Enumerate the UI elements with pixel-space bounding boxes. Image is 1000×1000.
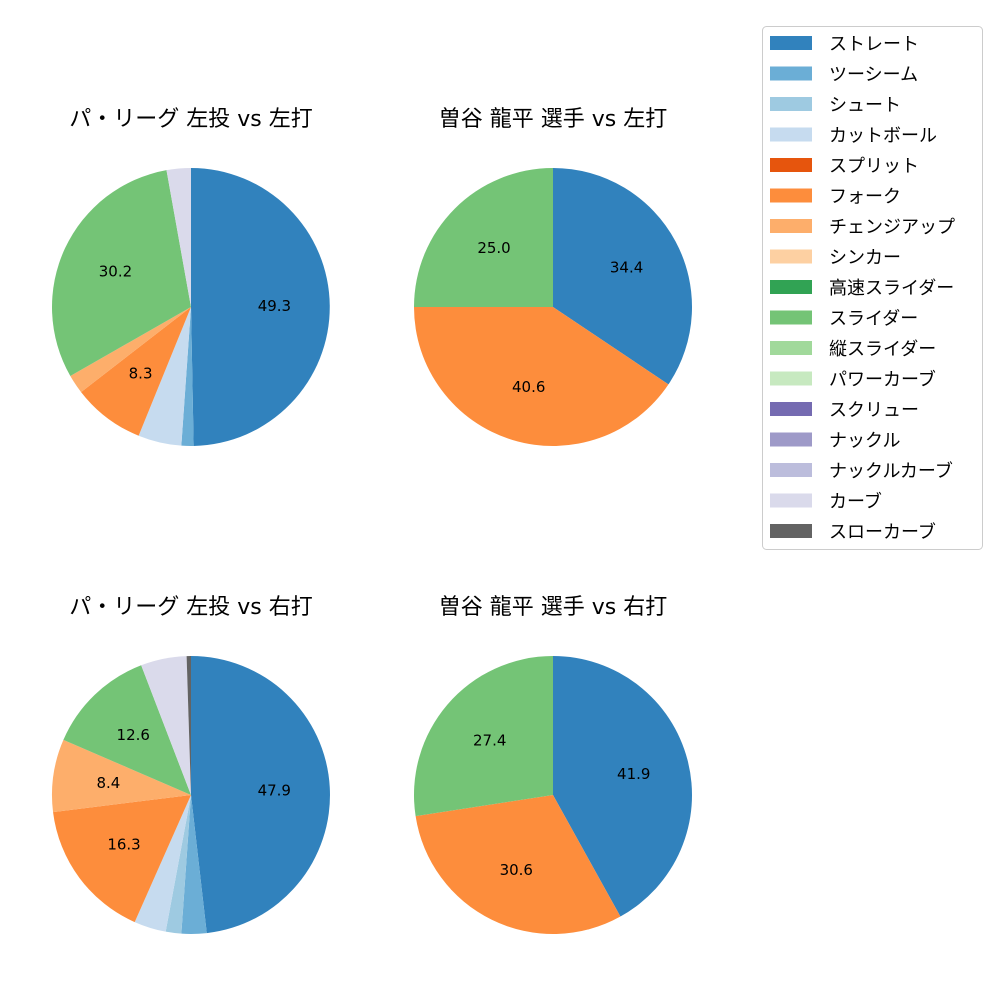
legend-label: スライダー xyxy=(829,309,918,330)
pie-slice-スライダー xyxy=(63,665,191,795)
legend-item: ナックル xyxy=(770,431,900,452)
slice-percent-label: 8.3 xyxy=(129,364,153,382)
legend-item: 高速スライダー xyxy=(770,278,954,299)
slice-percent-label: 16.3 xyxy=(107,836,140,854)
pie-slice-フォーク xyxy=(415,795,621,935)
legend-item: シンカー xyxy=(770,248,901,269)
legend-item: ツーシーム xyxy=(770,65,918,86)
legend-swatch xyxy=(770,524,812,538)
pie-slice-フォーク xyxy=(53,795,191,923)
legend-label: フォーク xyxy=(829,187,901,208)
slice-percent-label: 41.9 xyxy=(617,765,650,783)
pie-slice-ストレート xyxy=(553,168,693,385)
legend-swatch xyxy=(770,493,812,508)
legend-item: シュート xyxy=(770,95,901,116)
slice-percent-label: 8.4 xyxy=(97,774,121,792)
pie-slice-カットボール xyxy=(138,307,191,446)
legend-item: ナックルカーブ xyxy=(770,460,953,482)
pie-slice-スライダー xyxy=(414,168,553,307)
legend-label: カーブ xyxy=(829,491,882,513)
legend-item: スプリット xyxy=(770,156,919,177)
chart-title: パ・リーグ 左投 vs 左打 xyxy=(69,107,312,132)
pie-slice-カットボール xyxy=(134,795,191,932)
legend-label: 高速スライダー xyxy=(829,278,954,299)
pie-chart-1: パ・リーグ 左投 vs 左打 49.3 8.3 30.2 xyxy=(52,107,330,446)
legend-swatch xyxy=(770,66,812,81)
legend-label: スクリュー xyxy=(829,400,919,421)
legend-frame xyxy=(762,26,983,550)
pie-slice-ツーシーム xyxy=(181,795,207,934)
slice-percent-label: 34.4 xyxy=(610,259,643,277)
legend-swatch xyxy=(770,219,812,233)
pie-slice-ツーシーム xyxy=(181,307,194,446)
legend-label: 縦スライダー xyxy=(829,339,936,360)
pie-slice-チェンジアップ xyxy=(51,739,192,813)
legend-label: ナックルカーブ xyxy=(829,460,953,482)
legend: ストレートツーシームシュートカットボールスプリットフォークチェンジアップシンカー… xyxy=(762,26,983,550)
legend-item: フォーク xyxy=(770,187,901,208)
pie-slice-ストレート xyxy=(553,656,692,917)
slice-percent-label: 25.0 xyxy=(477,239,510,257)
legend-swatch xyxy=(770,36,812,50)
legend-swatch xyxy=(770,188,812,203)
legend-swatch xyxy=(770,432,812,447)
legend-item: カーブ xyxy=(770,491,882,513)
legend-swatch xyxy=(770,158,812,172)
legend-item: ストレート xyxy=(770,34,919,55)
legend-item: スクリュー xyxy=(770,400,919,421)
pie-slice-フォーク xyxy=(81,307,191,436)
slice-percent-label: 47.9 xyxy=(258,781,291,799)
legend-item: 縦スライダー xyxy=(770,339,936,360)
legend-swatch xyxy=(770,97,812,111)
legend-item: チェンジアップ xyxy=(770,217,955,238)
legend-swatch xyxy=(770,341,812,355)
pie-slice-チェンジアップ xyxy=(70,307,191,393)
pie-chart-2: 曽谷 龍平 選手 vs 左打 34.4 40.6 25.0 xyxy=(414,107,693,447)
legend-label: チェンジアップ xyxy=(829,217,955,238)
slice-percent-label: 49.3 xyxy=(258,297,291,315)
legend-label: ストレート xyxy=(829,34,919,55)
legend-item: スローカーブ xyxy=(770,521,936,543)
legend-swatch xyxy=(770,371,812,386)
legend-swatch xyxy=(770,310,812,325)
pie-slice-スライダー xyxy=(413,656,553,817)
legend-swatch xyxy=(770,127,812,142)
pie-slice-ストレート xyxy=(191,656,330,934)
pie-slice-スローカーブ xyxy=(186,656,191,795)
slice-percent-label: 27.4 xyxy=(473,732,506,750)
legend-item: パワーカーブ xyxy=(770,369,936,391)
slice-percent-label: 30.2 xyxy=(99,263,132,281)
slice-percent-label: 12.6 xyxy=(117,726,150,744)
pie-slice-カーブ xyxy=(166,168,191,307)
slice-percent-label: 40.6 xyxy=(512,378,545,396)
legend-item: カットボール xyxy=(770,126,937,147)
pie-slice-ストレート xyxy=(191,168,330,446)
pie-slice-スライダー xyxy=(52,170,191,376)
legend-item: スライダー xyxy=(770,309,918,330)
chart-title: 曽谷 龍平 選手 vs 右打 xyxy=(439,595,667,620)
legend-label: パワーカーブ xyxy=(829,369,936,391)
pie-slice-カーブ xyxy=(141,656,191,795)
legend-label: スローカーブ xyxy=(829,521,936,543)
chart-title: 曽谷 龍平 選手 vs 左打 xyxy=(439,107,667,132)
pie-slice-フォーク xyxy=(414,307,669,447)
pie-slice-シュート xyxy=(165,795,191,934)
legend-swatch xyxy=(770,280,812,294)
pie-chart-3: パ・リーグ 左投 vs 右打 47.9 16.3 8.4 12.6 xyxy=(51,595,330,934)
legend-swatch xyxy=(770,402,812,416)
slice-percent-label: 30.6 xyxy=(500,861,533,879)
legend-label: シュート xyxy=(829,95,901,116)
pie-chart-4: 曽谷 龍平 選手 vs 右打 41.9 30.6 27.4 xyxy=(413,595,692,935)
chart-title: パ・リーグ 左投 vs 右打 xyxy=(69,595,312,620)
legend-label: ナックル xyxy=(829,431,900,452)
legend-label: ツーシーム xyxy=(829,65,918,86)
legend-label: シンカー xyxy=(829,248,901,269)
legend-swatch xyxy=(770,463,812,477)
legend-label: カットボール xyxy=(829,126,937,147)
legend-swatch xyxy=(770,249,812,264)
legend-label: スプリット xyxy=(829,156,919,177)
